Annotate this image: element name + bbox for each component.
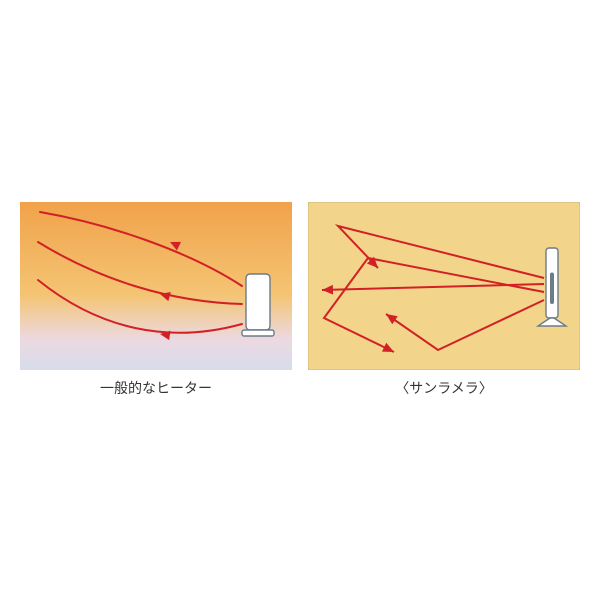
sunlamera-svg <box>308 202 580 370</box>
caption-conventional: 一般的なヒーター <box>100 378 212 398</box>
conventional-heater-svg <box>20 202 292 370</box>
diagram-wrap: 一般的なヒーター 〈サンラメラ〉 <box>20 202 580 398</box>
panel-conventional-heater: 一般的なヒーター <box>20 202 292 398</box>
panel-sunlamera: 〈サンラメラ〉 <box>308 202 580 398</box>
caption-sunlamera: 〈サンラメラ〉 <box>395 378 493 398</box>
conventional-heater-icon <box>242 274 274 336</box>
